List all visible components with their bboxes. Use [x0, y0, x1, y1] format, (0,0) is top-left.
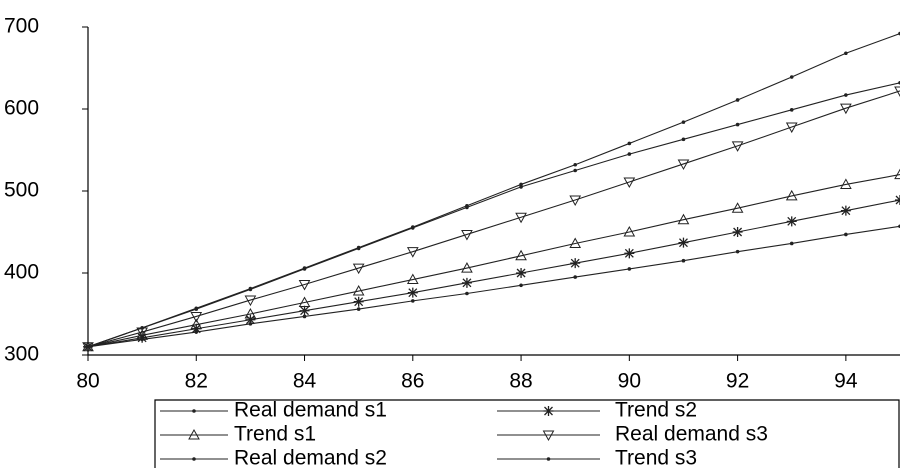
series: [83, 87, 900, 352]
series-line: [88, 200, 900, 347]
marker: [678, 238, 688, 248]
series: [83, 170, 900, 351]
marker: [357, 247, 360, 250]
marker: [193, 458, 196, 461]
series-line: [88, 91, 900, 347]
marker: [682, 259, 685, 262]
marker: [357, 308, 360, 311]
marker: [733, 227, 743, 237]
marker: [195, 331, 198, 334]
marker: [895, 170, 900, 179]
marker: [628, 142, 631, 145]
marker: [790, 242, 793, 245]
marker: [574, 276, 577, 279]
series-line: [88, 83, 900, 347]
y-tick-label: 700: [4, 15, 39, 38]
marker: [787, 216, 797, 226]
marker: [520, 186, 523, 189]
marker: [303, 268, 306, 271]
marker: [141, 327, 144, 330]
x-tick-label: 92: [726, 370, 749, 393]
series-line: [88, 226, 900, 347]
axes: [88, 27, 900, 355]
marker: [736, 99, 739, 102]
marker: [790, 109, 793, 112]
x-tick-label: 94: [834, 370, 858, 393]
marker: [462, 278, 472, 288]
legend-label: Trend s1: [234, 423, 316, 446]
legend-label: Real demand s3: [615, 423, 768, 446]
marker: [624, 248, 634, 258]
marker: [193, 410, 196, 413]
marker: [841, 206, 851, 216]
marker: [303, 315, 306, 318]
x-tick-label: 86: [401, 370, 424, 393]
marker: [790, 76, 793, 79]
marker: [547, 458, 550, 461]
marker: [466, 292, 469, 295]
marker: [544, 406, 554, 416]
marker: [682, 121, 685, 124]
x-tick-label: 90: [618, 370, 641, 393]
marker: [520, 284, 523, 287]
marker: [300, 306, 310, 316]
marker: [628, 268, 631, 271]
x-tick-label: 88: [509, 370, 532, 393]
marker: [736, 250, 739, 253]
series: [87, 225, 900, 348]
chart: 300 400 500 600 700 80 82 84 86 88 90 92 94 Real dema…: [0, 0, 900, 468]
y-tick-label: 300: [4, 343, 39, 366]
legend-label: Trend s3: [615, 447, 697, 468]
marker: [141, 338, 144, 341]
marker: [354, 297, 364, 307]
marker: [516, 268, 526, 278]
series-line: [88, 34, 900, 347]
marker: [412, 227, 415, 230]
marker: [570, 258, 580, 268]
series: [87, 81, 900, 348]
marker: [682, 138, 685, 141]
marker: [412, 300, 415, 303]
marker: [249, 323, 252, 326]
marker: [195, 308, 198, 311]
marker: [845, 52, 848, 55]
y-tick-label: 400: [4, 261, 39, 284]
marker: [574, 169, 577, 172]
marker: [574, 163, 577, 166]
y-tick-label: 500: [4, 179, 39, 202]
y-tick-label: 600: [4, 97, 39, 120]
marker: [845, 94, 848, 97]
marker: [895, 195, 900, 205]
marker: [736, 123, 739, 126]
series-line: [88, 175, 900, 347]
series: [87, 32, 900, 348]
marker: [408, 288, 418, 298]
marker: [845, 233, 848, 236]
x-tick-label: 82: [185, 370, 208, 393]
x-tick-label: 80: [76, 370, 99, 393]
x-tick-label: 84: [293, 370, 317, 393]
legend-label: Trend s2: [615, 399, 697, 422]
marker: [87, 346, 90, 349]
legend-label: Real demand s2: [234, 447, 387, 468]
legend-label: Real demand s1: [234, 399, 387, 422]
series: [83, 195, 900, 352]
marker: [249, 288, 252, 291]
marker: [628, 153, 631, 156]
marker: [466, 206, 469, 209]
